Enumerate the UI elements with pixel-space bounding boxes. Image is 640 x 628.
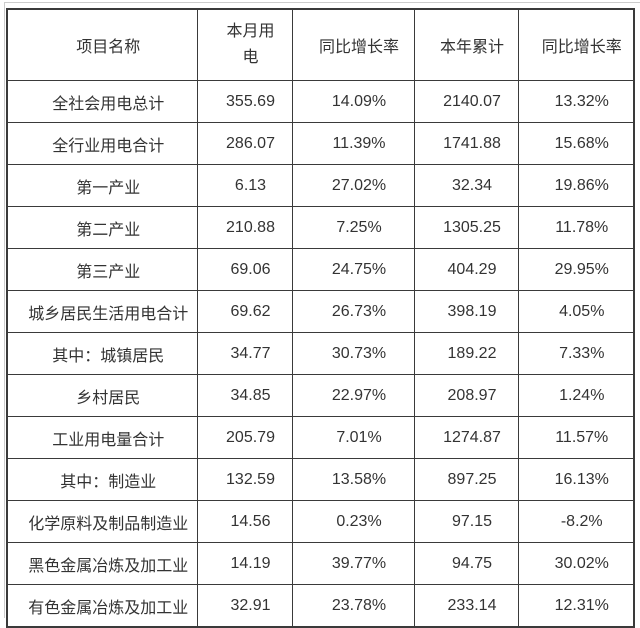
electricity-usage-table: 项目名称 本月用 电 同比增长率 本年累计 同比增长率 全社会用电总计 355.… (6, 8, 635, 628)
header-mom-growth: 同比增长率 (291, 8, 415, 81)
yoy-growth-cell: 29.95% (517, 248, 635, 291)
ytd-total-cell: 2140.07 (413, 80, 519, 123)
ytd-total-cell: 1274.87 (413, 416, 519, 459)
ytd-total-cell: 189.22 (413, 332, 519, 375)
mom-growth-cell: 11.39% (291, 122, 415, 165)
month-usage-cell: 69.62 (196, 290, 293, 333)
row-label-cell: 黑色金属冶炼及加工业 (6, 542, 198, 585)
ytd-total-cell: 404.29 (413, 248, 519, 291)
ytd-total-cell: 97.15 (413, 500, 519, 543)
table-header-row: 项目名称 本月用 电 同比增长率 本年累计 同比增长率 (6, 8, 635, 81)
row-label-cell: 第三产业 (6, 248, 198, 291)
month-usage-cell: 32.91 (196, 584, 293, 628)
mom-growth-cell: 30.73% (291, 332, 415, 375)
yoy-growth-cell: 19.86% (517, 164, 635, 207)
mom-growth-cell: 39.77% (291, 542, 415, 585)
table-body: 项目名称 本月用 电 同比增长率 本年累计 同比增长率 全社会用电总计 355.… (6, 8, 635, 628)
row-label-cell: 第一产业 (6, 164, 198, 207)
ytd-total-cell: 233.14 (413, 584, 519, 628)
yoy-growth-cell: 15.68% (517, 122, 635, 165)
ytd-total-cell: 94.75 (413, 542, 519, 585)
table-row: 化学原料及制品制造业 14.56 0.23% 97.15 -8.2% (6, 500, 635, 543)
header-month-usage-line1: 本月用 (226, 23, 275, 40)
yoy-growth-cell: 4.05% (517, 290, 635, 333)
table-row: 乡村居民 34.85 22.97% 208.97 1.24% (6, 374, 635, 417)
row-label-cell: 全行业用电合计 (6, 122, 198, 165)
month-usage-cell: 14.56 (196, 500, 293, 543)
mom-growth-cell: 13.58% (291, 458, 415, 501)
yoy-growth-cell: 11.78% (517, 206, 635, 249)
row-label-cell: 其中：制造业 (6, 458, 198, 501)
month-usage-cell: 34.85 (196, 374, 293, 417)
mom-growth-cell: 26.73% (291, 290, 415, 333)
mom-growth-cell: 14.09% (291, 80, 415, 123)
table-row: 其中：制造业 132.59 13.58% 897.25 16.13% (6, 458, 635, 501)
header-yoy-growth: 同比增长率 (517, 8, 635, 81)
ytd-total-cell: 398.19 (413, 290, 519, 333)
month-usage-cell: 132.59 (196, 458, 293, 501)
row-label-cell: 工业用电量合计 (6, 416, 198, 459)
table-row: 黑色金属冶炼及加工业 14.19 39.77% 94.75 30.02% (6, 542, 635, 585)
table-row: 有色金属冶炼及加工业 32.91 23.78% 233.14 12.31% (6, 584, 635, 628)
yoy-growth-cell: 11.57% (517, 416, 635, 459)
table-row: 全行业用电合计 286.07 11.39% 1741.88 15.68% (6, 122, 635, 165)
month-usage-cell: 34.77 (196, 332, 293, 375)
mom-growth-cell: 24.75% (291, 248, 415, 291)
month-usage-cell: 6.13 (196, 164, 293, 207)
row-label-cell: 有色金属冶炼及加工业 (6, 584, 198, 628)
month-usage-cell: 69.06 (196, 248, 293, 291)
table-row: 城乡居民生活用电合计 69.62 26.73% 398.19 4.05% (6, 290, 635, 333)
yoy-growth-cell: 30.02% (517, 542, 635, 585)
row-label-cell: 城乡居民生活用电合计 (6, 290, 198, 333)
table-row: 第二产业 210.88 7.25% 1305.25 11.78% (6, 206, 635, 249)
ytd-total-cell: 1741.88 (413, 122, 519, 165)
row-label-cell: 其中：城镇居民 (6, 332, 198, 375)
ytd-total-cell: 32.34 (413, 164, 519, 207)
month-usage-cell: 286.07 (196, 122, 293, 165)
header-month-usage-line2: 电 (242, 49, 259, 66)
page-frame-left-line (4, 2, 5, 618)
header-month-usage: 本月用 电 (196, 8, 293, 81)
month-usage-cell: 355.69 (196, 80, 293, 123)
mom-growth-cell: 27.02% (291, 164, 415, 207)
mom-growth-cell: 23.78% (291, 584, 415, 628)
mom-growth-cell: 7.01% (291, 416, 415, 459)
header-project-name: 项目名称 (6, 8, 198, 81)
table-row: 第三产业 69.06 24.75% 404.29 29.95% (6, 248, 635, 291)
yoy-growth-cell: 13.32% (517, 80, 635, 123)
mom-growth-cell: 7.25% (291, 206, 415, 249)
table-row: 其中：城镇居民 34.77 30.73% 189.22 7.33% (6, 332, 635, 375)
yoy-growth-cell: 12.31% (517, 584, 635, 628)
table-row: 工业用电量合计 205.79 7.01% 1274.87 11.57% (6, 416, 635, 459)
ytd-total-cell: 1305.25 (413, 206, 519, 249)
table-row: 第一产业 6.13 27.02% 32.34 19.86% (6, 164, 635, 207)
row-label-cell: 乡村居民 (6, 374, 198, 417)
month-usage-cell: 14.19 (196, 542, 293, 585)
row-label-cell: 化学原料及制品制造业 (6, 500, 198, 543)
mom-growth-cell: 22.97% (291, 374, 415, 417)
mom-growth-cell: 0.23% (291, 500, 415, 543)
header-ytd-total: 本年累计 (413, 8, 519, 81)
month-usage-cell: 205.79 (196, 416, 293, 459)
row-label-cell: 全社会用电总计 (6, 80, 198, 123)
yoy-growth-cell: -8.2% (517, 500, 635, 543)
ytd-total-cell: 208.97 (413, 374, 519, 417)
page-frame-top-line (4, 2, 640, 3)
table-row: 全社会用电总计 355.69 14.09% 2140.07 13.32% (6, 80, 635, 123)
yoy-growth-cell: 16.13% (517, 458, 635, 501)
yoy-growth-cell: 1.24% (517, 374, 635, 417)
month-usage-cell: 210.88 (196, 206, 293, 249)
yoy-growth-cell: 7.33% (517, 332, 635, 375)
ytd-total-cell: 897.25 (413, 458, 519, 501)
row-label-cell: 第二产业 (6, 206, 198, 249)
